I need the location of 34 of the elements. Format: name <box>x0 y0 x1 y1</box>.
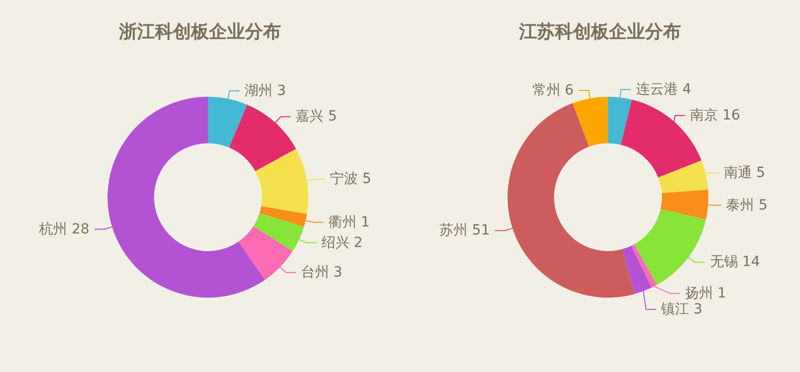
slice-label: 镇江 <box>660 301 690 318</box>
data-label: 5 <box>328 108 338 125</box>
data-label: 4 <box>682 81 692 98</box>
slice-label: 湖州 <box>244 82 273 99</box>
data-label: 2 <box>354 234 363 251</box>
data-label: 1 <box>717 285 726 302</box>
slice-label: 台州 <box>300 264 329 281</box>
slice-label: 杭州 <box>38 221 68 238</box>
slice-label: 常州 <box>532 82 560 98</box>
chart-title: 浙江科创板企业分布 <box>118 22 281 42</box>
slice-label: 泰州 <box>726 197 754 214</box>
slice-label: 南通 <box>724 165 752 182</box>
data-label: 3 <box>694 301 702 318</box>
data-label: 51 <box>472 222 490 239</box>
data-label: 14 <box>742 254 760 270</box>
chart-title: 江苏科创板企业分布 <box>518 22 681 42</box>
data-label: 5 <box>758 197 768 214</box>
data-label: 3 <box>333 264 342 281</box>
data-label: 3 <box>277 82 286 99</box>
data-label: 5 <box>756 165 766 182</box>
slice-label: 扬州 <box>684 285 713 302</box>
slice-label: 嘉兴 <box>296 108 324 125</box>
slice-label: 苏州 <box>440 222 468 239</box>
slice-label: 绍兴 <box>321 234 350 251</box>
slice-label: 无锡 <box>710 254 738 270</box>
data-label: 5 <box>362 171 372 188</box>
data-label: 28 <box>72 221 90 238</box>
data-label: 1 <box>360 214 370 230</box>
slice-label: 南京 <box>690 107 718 124</box>
data-label: 6 <box>564 82 574 98</box>
slice-label: 连云港 <box>636 81 678 98</box>
slice-label: 衢州 <box>328 214 356 230</box>
data-label: 16 <box>722 107 740 124</box>
slice-label: 宁波 <box>330 171 358 188</box>
